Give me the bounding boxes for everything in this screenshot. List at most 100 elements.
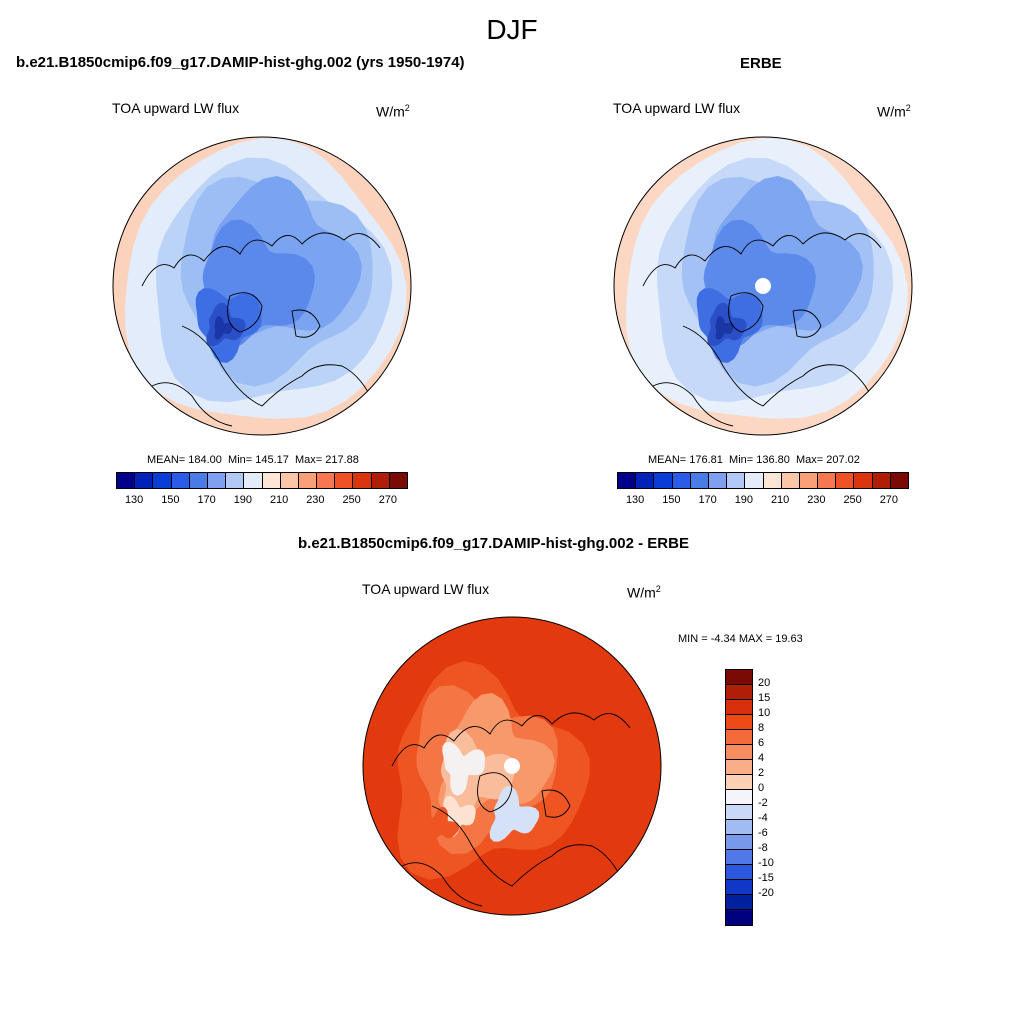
contour-band xyxy=(715,316,734,340)
panel-obs-min: Min= 136.80 xyxy=(729,454,790,466)
panel-model-title: b.e21.B1850cmip6.f09_g17.DAMIP-hist-ghg.… xyxy=(16,54,465,71)
map-border xyxy=(362,616,662,916)
model-colorbar xyxy=(116,472,408,489)
colorbar-tick-label: -6 xyxy=(758,827,768,839)
colorbar-swatch xyxy=(135,473,154,488)
diff-subtitle: TOA upward LW flux xyxy=(362,581,490,597)
panel-obs-mean: MEAN= 176.81 xyxy=(648,454,723,466)
colorbar-swatch xyxy=(389,473,407,488)
contour-band xyxy=(489,786,540,842)
colorbar-swatch xyxy=(636,473,655,488)
colorbar-swatch xyxy=(726,865,752,880)
colorbar-swatch xyxy=(117,473,136,488)
colorbar-tick-label: 170 xyxy=(698,494,717,506)
model-colorbar-labels: 130 150 170 190 210 230 250 270 xyxy=(116,494,406,508)
colorbar-tick-label: 15 xyxy=(758,692,771,704)
panel-obs-max: Max= 207.02 xyxy=(796,454,860,466)
colorbar-swatch xyxy=(189,473,208,488)
colorbar-swatch xyxy=(371,473,390,488)
colorbar-swatch xyxy=(872,473,891,488)
coastline xyxy=(642,232,882,427)
colorbar-swatch xyxy=(726,730,752,745)
colorbar-swatch xyxy=(726,910,752,925)
colorbar-swatch xyxy=(726,715,752,730)
diff-minmax: MIN = -4.34 MAX = 19.63 xyxy=(678,633,803,645)
colorbar-swatch xyxy=(726,775,752,790)
colorbar-swatch xyxy=(854,473,873,488)
map-border xyxy=(112,136,412,436)
panel-model-subtitle: TOA upward LW flux xyxy=(112,100,240,116)
colorbar-swatch xyxy=(726,685,752,700)
panel-model-max: Max= 217.88 xyxy=(295,454,359,466)
colorbar-swatch xyxy=(207,473,227,488)
colorbar-tick-label: 0 xyxy=(758,782,765,794)
colorbar-tick-label: 130 xyxy=(124,494,144,506)
colorbar-tick-label: 250 xyxy=(342,494,361,506)
colorbar-swatch xyxy=(726,760,752,775)
colorbar-tick-label: -15 xyxy=(758,872,774,884)
colorbar-swatch xyxy=(727,473,746,488)
colorbar-swatch xyxy=(799,473,819,488)
pole-hole xyxy=(504,758,520,774)
colorbar-swatch xyxy=(726,850,752,865)
colorbar-tick-label: 20 xyxy=(758,677,771,689)
colorbar-swatch xyxy=(353,473,372,488)
colorbar-tick-label: -2 xyxy=(758,797,768,809)
colorbar-swatch xyxy=(171,473,190,488)
colorbar-tick-label: 130 xyxy=(625,494,645,506)
panel-model-stats: MEAN= 184.00 Min= 145.17 Max= 217.88 xyxy=(147,454,359,466)
colorbar-swatch xyxy=(654,473,673,488)
diff-title: b.e21.B1850cmip6.f09_g17.DAMIP-hist-ghg.… xyxy=(298,535,689,552)
colorbar-swatch xyxy=(690,473,709,488)
obs-colorbar-labels: 130 150 170 190 210 230 250 270 xyxy=(617,494,907,508)
colorbar-swatch xyxy=(726,835,752,850)
contour-band xyxy=(214,316,233,340)
diff-colorbar xyxy=(725,669,753,926)
colorbar-swatch xyxy=(335,473,354,488)
coastline xyxy=(141,232,381,427)
season-title: DJF xyxy=(486,14,538,45)
colorbar-swatch xyxy=(836,473,855,488)
colorbar-swatch xyxy=(618,473,637,488)
colorbar-swatch xyxy=(726,880,752,895)
colorbar-tick-label: 150 xyxy=(161,494,180,506)
colorbar-swatch xyxy=(818,473,837,488)
colorbar-tick-label: 8 xyxy=(758,722,765,734)
colorbar-swatch xyxy=(298,473,318,488)
colorbar-tick-label: 190 xyxy=(233,494,253,506)
colorbar-swatch xyxy=(726,670,752,685)
colorbar-swatch xyxy=(726,895,752,910)
map-border xyxy=(613,136,913,436)
model-polar-map xyxy=(112,136,412,436)
panel-obs-units: W/m2 xyxy=(877,103,911,120)
colorbar-swatch xyxy=(726,790,752,805)
panel-model-units: W/m2 xyxy=(376,103,410,120)
colorbar-tick-label: 6 xyxy=(758,737,765,749)
colorbar-tick-label: -10 xyxy=(758,857,774,869)
obs-colorbar xyxy=(617,472,909,489)
colorbar-swatch xyxy=(726,745,752,760)
colorbar-tick-label: 270 xyxy=(879,494,899,506)
colorbar-tick-label: 170 xyxy=(197,494,216,506)
colorbar-tick-label: 250 xyxy=(843,494,862,506)
contour-band xyxy=(426,806,460,841)
colorbar-swatch xyxy=(726,805,752,820)
coastline xyxy=(391,712,631,907)
colorbar-swatch xyxy=(781,473,800,488)
colorbar-tick-label: 10 xyxy=(758,707,771,719)
colorbar-tick-label: 230 xyxy=(807,494,826,506)
colorbar-tick-label: -20 xyxy=(758,887,774,899)
colorbar-tick-label: 270 xyxy=(378,494,398,506)
colorbar-swatch xyxy=(262,473,281,488)
colorbar-swatch xyxy=(708,473,728,488)
colorbar-tick-label: 2 xyxy=(758,767,765,779)
colorbar-tick-label: 4 xyxy=(758,752,765,764)
diff-colorbar-labels: 20 15 10 8 6 4 2 0 -2 -4 -6 -8 -10 -15 -20 xyxy=(758,669,798,914)
colorbar-swatch xyxy=(317,473,336,488)
contour-band xyxy=(442,741,485,796)
panel-obs-stats: MEAN= 176.81 Min= 136.80 Max= 207.02 xyxy=(648,454,860,466)
colorbar-swatch xyxy=(726,700,752,715)
colorbar-swatch xyxy=(280,473,299,488)
obs-polar-map xyxy=(613,136,913,436)
pole-hole xyxy=(755,278,771,294)
